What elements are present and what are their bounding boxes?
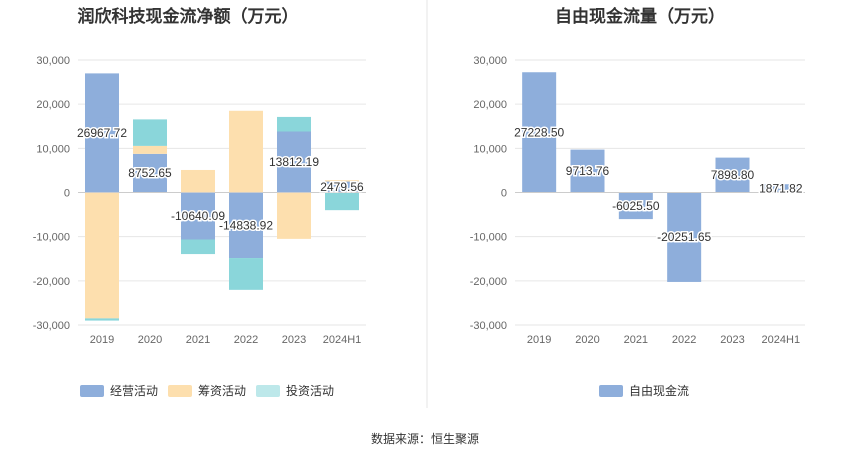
right-legend-swatch bbox=[599, 385, 623, 397]
right-data-label: 1871.82 bbox=[759, 181, 803, 195]
right-bar-1-2023 bbox=[715, 157, 750, 193]
right-x-tick-label: 2021 bbox=[624, 334, 648, 346]
left-chart-title: 润欣科技现金流净额（万元） bbox=[78, 6, 299, 26]
left-legend-label: 投资活动 bbox=[286, 383, 334, 398]
right-x-tick-label: 2019 bbox=[527, 334, 551, 346]
left-bar-1-2022 bbox=[229, 192, 263, 259]
left-legend-swatch bbox=[256, 385, 280, 397]
right-y-tick-label: -20,000 bbox=[470, 276, 507, 288]
left-bar-3-2020 bbox=[133, 119, 167, 146]
right-legend: 自由现金流 bbox=[599, 383, 689, 398]
left-bar-1-2024H1 bbox=[325, 181, 359, 193]
left-bar-2-2024H1 bbox=[325, 180, 359, 182]
right-bar-1-2024H1 bbox=[763, 184, 798, 193]
left-bar-1-2021 bbox=[181, 192, 215, 240]
left-data-label: 2479.56 bbox=[320, 180, 364, 194]
left-x-tick-label: 2020 bbox=[138, 334, 162, 346]
left-legend-label: 经营活动 bbox=[110, 384, 158, 398]
right-data-label: 9713.76 bbox=[566, 164, 610, 178]
left-chart: 30,000 20,000 10,000 0 -10,000 -20,000 -30,000… bbox=[33, 55, 366, 346]
right-data-label: -20251.65 bbox=[657, 230, 711, 244]
left-y-tick-label: 0 bbox=[64, 188, 70, 200]
left-bar-2-2019 bbox=[85, 192, 119, 319]
left-x-tick-label: 2021 bbox=[186, 334, 210, 346]
left-y-tick-label: -10,000 bbox=[33, 232, 70, 244]
left-y-tick-label: 10,000 bbox=[36, 143, 70, 155]
right-y-tick-label: 30,000 bbox=[473, 55, 507, 67]
right-x-tick-label: 2023 bbox=[720, 334, 744, 346]
left-bar-2-2021 bbox=[181, 169, 215, 193]
right-data-label: 7898.80 bbox=[711, 168, 755, 182]
right-x-tick-label: 2024H1 bbox=[762, 334, 801, 346]
left-y-tick-label: 30,000 bbox=[36, 55, 70, 67]
left-y-tick-label: 20,000 bbox=[36, 99, 70, 111]
right-legend-label: 自由现金流 bbox=[629, 383, 689, 398]
right-y-tick-label: -10,000 bbox=[470, 232, 507, 244]
left-data-label: 26967.72 bbox=[77, 126, 127, 140]
left-bar-3-2019 bbox=[85, 318, 119, 321]
left-bar-2-2022 bbox=[229, 110, 263, 193]
right-chart: 30,000 20,000 10,000 0 -10,000 -20,000 -30,000… bbox=[470, 55, 805, 346]
left-bar-1-2019 bbox=[85, 73, 119, 193]
right-chart-title: 自由现金流量（万元） bbox=[555, 6, 725, 26]
right-data-label: -6025.50 bbox=[612, 199, 660, 213]
right-y-tick-label: 20,000 bbox=[473, 99, 507, 111]
left-x-tick-label: 2022 bbox=[234, 334, 258, 346]
left-data-label: 8752.65 bbox=[128, 166, 172, 180]
left-y-tick-label: -30,000 bbox=[33, 320, 70, 332]
data-source: 数据来源：恒生聚源 bbox=[371, 431, 479, 446]
left-legend-label: 筹资活动 bbox=[198, 384, 246, 398]
left-bar-1-2020 bbox=[133, 153, 167, 193]
left-bar-3-2022 bbox=[229, 258, 263, 290]
left-y-tick-label: -20,000 bbox=[33, 276, 70, 288]
right-y-tick-label: -30,000 bbox=[470, 320, 507, 332]
left-bar-1-2023 bbox=[277, 131, 311, 193]
left-bar-3-2021 bbox=[181, 239, 215, 255]
right-y-tick-label: 10,000 bbox=[473, 143, 507, 155]
right-bar-1-2019 bbox=[522, 72, 557, 193]
left-legend-swatch bbox=[168, 385, 192, 397]
left-bar-2-2023 bbox=[277, 192, 311, 239]
right-x-tick-label: 2020 bbox=[575, 334, 599, 346]
left-x-tick-label: 2019 bbox=[90, 334, 114, 346]
right-bar-1-2020 bbox=[570, 149, 605, 193]
left-bar-3-2024H1 bbox=[325, 192, 359, 211]
right-bar-1-2021 bbox=[618, 192, 653, 220]
right-data-label: 27228.50 bbox=[514, 125, 564, 139]
left-bar-3-2023 bbox=[277, 116, 311, 132]
left-x-tick-label: 2024H1 bbox=[323, 334, 362, 346]
right-x-tick-label: 2022 bbox=[672, 334, 696, 346]
left-legend: 经营活动 筹资活动 投资活动 bbox=[80, 383, 334, 398]
left-x-tick-label: 2023 bbox=[282, 334, 306, 346]
right-y-tick-label: 0 bbox=[501, 188, 507, 200]
left-data-label: -10640.09 bbox=[171, 209, 225, 223]
left-bar-2-2020 bbox=[133, 145, 167, 154]
right-bar-1-2022 bbox=[667, 192, 702, 282]
left-data-label: 13812.19 bbox=[269, 155, 319, 169]
left-data-label: -14838.92 bbox=[219, 218, 273, 232]
left-legend-swatch bbox=[80, 385, 104, 397]
